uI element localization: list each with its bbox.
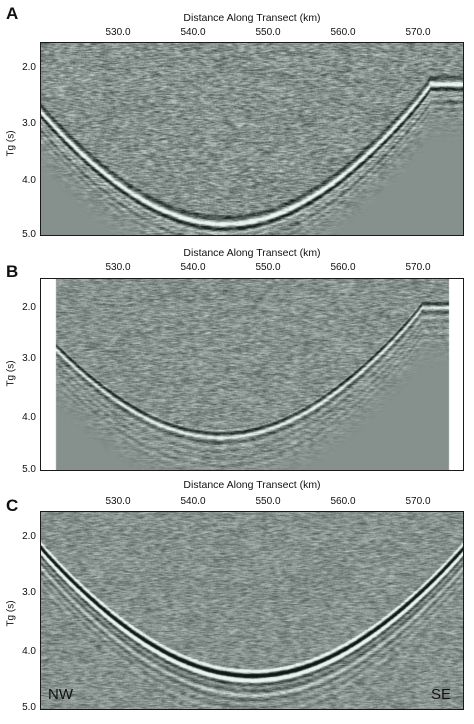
panel-b-x-tick: 540.0 xyxy=(180,262,206,273)
panel-b-x-tick: 550.0 xyxy=(255,262,281,273)
panel-b-y-axis-label: Tg (s) xyxy=(5,360,17,387)
panel-a: A Distance Along Transect (km) 530.0 540… xyxy=(0,0,474,240)
panel-c-y-tick: 3.0 xyxy=(22,587,36,598)
panel-a-x-tick: 550.0 xyxy=(255,27,281,38)
panel-letter-a: A xyxy=(6,4,19,23)
panel-c-y-axis-label: Tg (s) xyxy=(5,600,17,627)
panel-c-x-tick: 540.0 xyxy=(180,496,206,507)
panel-b: B Distance Along Transect (km) 530.0 540… xyxy=(0,240,474,476)
panel-c-y-tick: 2.0 xyxy=(22,531,36,542)
panel-letter-c: C xyxy=(6,496,19,515)
panel-a-x-tick: 540.0 xyxy=(180,27,206,38)
panel-c-x-tick: 570.0 xyxy=(405,496,431,507)
panel-b-y-tick: 3.0 xyxy=(22,353,36,364)
panel-c-y-tick: 5.0 xyxy=(22,702,36,713)
panel-c: C Distance Along Transect (km) 530.0 540… xyxy=(0,476,474,724)
panel-letter-b: B xyxy=(6,262,19,281)
seismic-image-c xyxy=(40,511,464,710)
panel-b-y-tick: 2.0 xyxy=(22,302,36,313)
seismic-section-c xyxy=(40,511,464,710)
panel-c-x-axis-label: Distance Along Transect (km) xyxy=(183,479,321,491)
panel-a-x-tick: 530.0 xyxy=(105,27,131,38)
seismic-section-b xyxy=(40,278,464,471)
panel-a-x-axis-label: Distance Along Transect (km) xyxy=(183,12,321,24)
seismic-image-a xyxy=(40,42,464,236)
nw-orientation-label: NW xyxy=(48,686,73,703)
panel-b-x-tick: 570.0 xyxy=(405,262,431,273)
panel-a-y-tick: 4.0 xyxy=(22,175,36,186)
panel-a-y-axis-label: Tg (s) xyxy=(5,130,17,157)
panel-c-y-tick: 4.0 xyxy=(22,646,36,657)
panel-a-y-tick: 3.0 xyxy=(22,118,36,129)
panel-b-x-tick: 560.0 xyxy=(330,262,356,273)
panel-b-y-tick: 4.0 xyxy=(22,412,36,423)
se-orientation-label: SE xyxy=(431,686,452,703)
panel-b-y-tick: 5.0 xyxy=(22,464,36,475)
panel-c-x-tick: 550.0 xyxy=(255,496,281,507)
panel-a-x-tick: 560.0 xyxy=(330,27,356,38)
panel-b-x-tick: 530.0 xyxy=(105,262,131,273)
panel-a-x-tick: 570.0 xyxy=(405,27,431,38)
panel-c-x-tick: 560.0 xyxy=(330,496,356,507)
panel-c-x-tick: 530.0 xyxy=(105,496,131,507)
panel-a-y-tick: 5.0 xyxy=(22,229,36,240)
panel-a-y-tick: 2.0 xyxy=(22,62,36,73)
panel-b-x-axis-label: Distance Along Transect (km) xyxy=(183,247,321,259)
seismic-section-a xyxy=(40,42,464,236)
seismic-image-b xyxy=(40,278,464,471)
